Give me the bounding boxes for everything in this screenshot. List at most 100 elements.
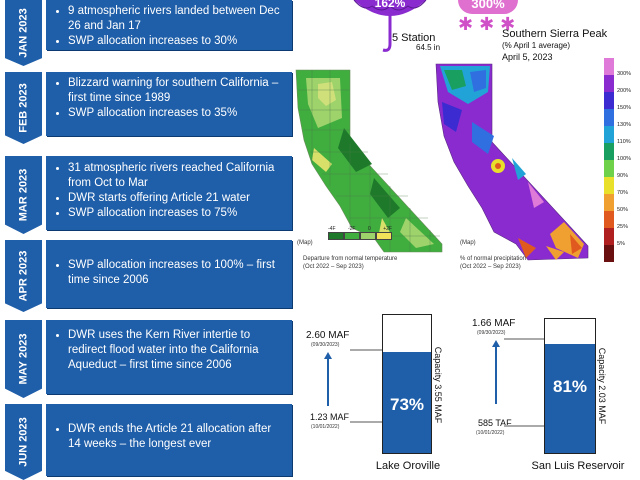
month-box: DWR ends the Article 21 allocation after…: [46, 404, 292, 476]
snow-legend-label: 5%: [617, 241, 625, 247]
month-tag: APR 2023: [5, 240, 42, 312]
temp-map-caption: Departure from normal temperature: [303, 256, 398, 262]
snow-date: April 5, 2023: [502, 52, 553, 62]
res-high-value: 2.60 MAF: [306, 330, 350, 341]
timeline-month-may: MAY 2023 DWR uses the Kern River interti…: [0, 320, 292, 398]
month-tag: MAY 2023: [5, 320, 42, 398]
res-low-line: [504, 425, 544, 427]
bullet: DWR uses the Kern River intertie to redi…: [68, 328, 286, 373]
snow-legend-label: 150%: [617, 105, 632, 111]
snow-legend-bar: [604, 58, 614, 262]
snow-subtitle: (% April 1 average): [502, 41, 571, 50]
timeline-month-jun: JUN 2023 DWR ends the Article 21 allocat…: [0, 404, 292, 480]
month-box: Blizzard warning for southern California…: [46, 72, 292, 136]
res-high-value: 1.66 MAF: [472, 318, 516, 329]
month-tag: JAN 2023: [5, 0, 42, 66]
snow-legend-label: 90%: [617, 173, 629, 179]
res-capacity-bar: 73%: [382, 314, 432, 454]
month-box: 31 atmospheric rivers reached California…: [46, 156, 292, 230]
rise-arrow-icon: [492, 340, 500, 404]
temp-map-label: (Map): [297, 240, 313, 246]
temp-scale-swatch: [344, 232, 360, 240]
res-low-line: [350, 421, 382, 423]
snow-cloud: [458, 0, 518, 14]
res-low-date: (10/01/2022): [476, 430, 505, 436]
snow-legend-swatch: [604, 160, 614, 177]
timeline-month-jan: JAN 2023 9 atmospheric rivers landed bet…: [0, 0, 292, 66]
temp-scale-swatch: [360, 232, 376, 240]
snow-title: Southern Sierra Peak: [502, 28, 608, 40]
temperature-map: [295, 69, 443, 253]
snow-legend-label: 25%: [617, 224, 629, 230]
precip-map-period: (Oct 2022 – Sep 2023): [460, 264, 521, 270]
temp-scale-swatch: [376, 232, 392, 240]
snow-legend-swatch: [604, 177, 614, 194]
res-low-date: (10/01/2022): [311, 424, 340, 430]
res-low-value: 1.23 MAF: [310, 412, 350, 422]
res-fill: [545, 344, 595, 453]
snow-legend-swatch: [604, 245, 614, 262]
snow-legend-labels: 300% 200% 150% 130% 110% 100% 90% 70% 50% 25% 5%: [617, 58, 639, 262]
month-tag: MAR 2023: [5, 156, 42, 234]
rise-arrow-icon: [324, 352, 332, 406]
res-high-date: (09/30/2023): [477, 330, 506, 336]
snow-legend-label: 130%: [617, 122, 632, 128]
temp-scale-label: 0: [367, 226, 371, 232]
bullet: SWP allocation increases to 35%: [68, 106, 286, 121]
snow-legend-swatch: [604, 194, 614, 211]
res-name: San Luis Reservoir: [531, 460, 625, 472]
temp-scale-label: -4F: [328, 226, 336, 232]
snow-legend-swatch: [604, 211, 614, 228]
res-fill: [383, 352, 431, 453]
res-name: Lake Oroville: [375, 460, 441, 472]
bullet: Blizzard warning for southern California…: [68, 76, 286, 106]
temp-scale-swatch: [328, 232, 344, 240]
bullet: DWR starts offering Article 21 water: [68, 191, 286, 206]
snow-legend-swatch: [604, 75, 614, 92]
precipitation-map: [435, 63, 589, 261]
month-tag: JUN 2023: [5, 404, 42, 480]
res-low-value: 585 TAF: [478, 418, 512, 428]
snow-legend-swatch: [604, 228, 614, 245]
bullet: 9 atmospheric rivers landed between Dec …: [68, 4, 286, 34]
bullet: 31 atmospheric rivers reached California…: [68, 161, 286, 191]
month-tag: FEB 2023: [5, 72, 42, 144]
res-high-line: [504, 338, 544, 340]
month-box: SWP allocation increases to 100% – first…: [46, 240, 292, 308]
bullet: SWP allocation increases to 75%: [68, 206, 286, 221]
timeline-month-feb: FEB 2023 Blizzard warning for southern C…: [0, 72, 292, 144]
snow-legend-swatch: [604, 92, 614, 109]
timeline-month-mar: MAR 2023 31 atmospheric rivers reached C…: [0, 156, 292, 234]
snow-legend-label: 100%: [617, 156, 632, 162]
res-percent: 73%: [389, 395, 425, 414]
month-box: 9 atmospheric rivers landed between Dec …: [46, 0, 292, 50]
bullet: DWR ends the Article 21 allocation after…: [68, 422, 286, 452]
bullet: SWP allocation increases to 100% – first…: [68, 258, 286, 288]
snow-percent: 300%: [471, 0, 505, 11]
bullet: SWP allocation increases to 30%: [68, 34, 286, 49]
res-percent: 81%: [552, 377, 588, 396]
snowflake-icon: ✱✱✱: [458, 14, 522, 34]
temp-scale-label: +2F: [383, 226, 392, 232]
snow-legend-swatch: [604, 109, 614, 126]
snow-legend-swatch: [604, 126, 614, 143]
temp-scale-bar: [328, 232, 392, 240]
precip-percent: 162%: [374, 0, 406, 10]
res-high-date: (09/30/2023): [311, 342, 340, 348]
res-high-line: [350, 349, 382, 351]
temp-scale-label: -2F: [347, 226, 356, 232]
month-box: DWR uses the Kern River intertie to redi…: [46, 320, 292, 394]
timeline-month-apr: APR 2023 SWP allocation increases to 100…: [0, 240, 292, 312]
snow-legend-label: 110%: [617, 139, 631, 145]
snow-legend-swatch: [604, 143, 614, 160]
precip-map-caption: % of normal precipitation: [460, 256, 527, 262]
snow-legend-swatch: [604, 58, 614, 75]
snow-legend-label: 300%: [617, 71, 632, 77]
snow-legend-label: 50%: [617, 207, 629, 213]
umbrella-icon: [353, 0, 427, 52]
snow-legend-label: 70%: [617, 190, 629, 196]
precip-map-label: (Map): [460, 240, 476, 246]
temp-map-period: (Oct 2022 – Sep 2023): [303, 264, 364, 270]
precip-station: 5 Station: [392, 32, 436, 44]
snow-legend-label: 200%: [617, 88, 632, 94]
